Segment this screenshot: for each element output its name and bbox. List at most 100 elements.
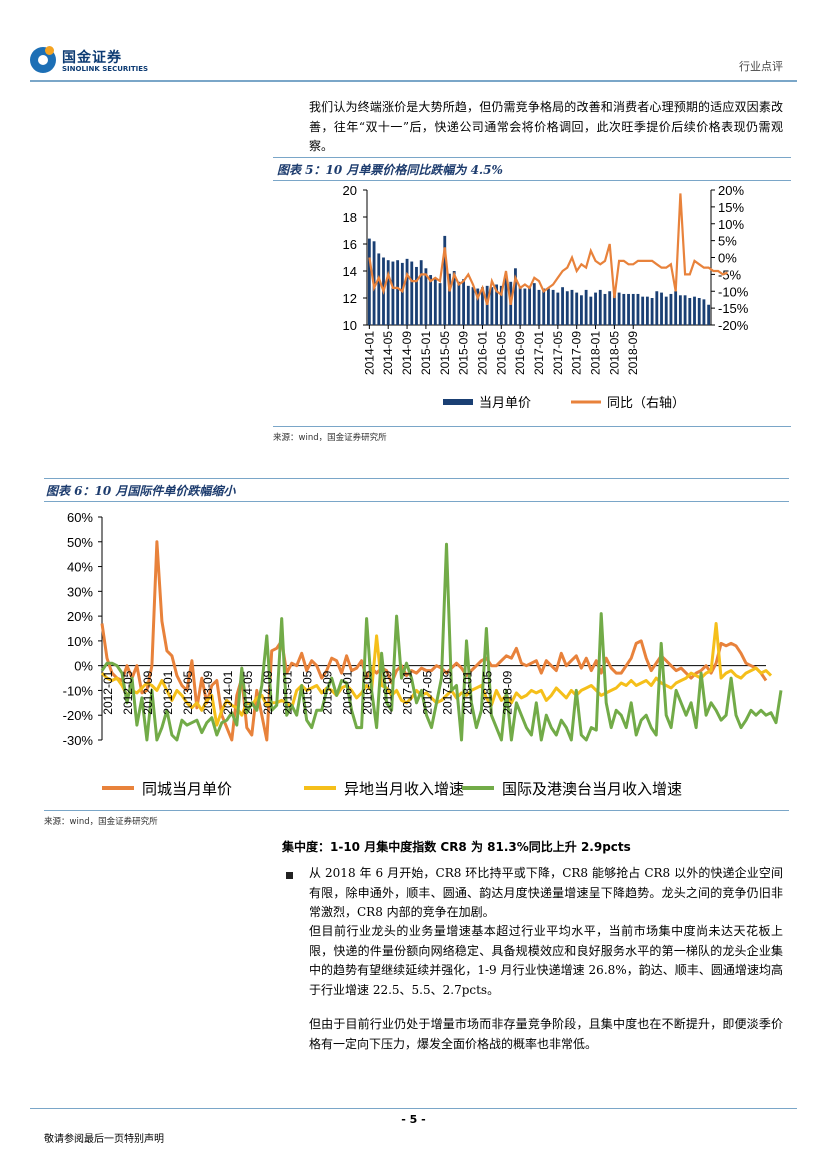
price-bar [627, 293, 630, 325]
x-tick-label: 2018-01 [589, 331, 603, 375]
x-tick-label: 2017-09 [570, 331, 584, 375]
price-bar [565, 291, 569, 325]
price-bar [584, 289, 588, 325]
price-bar [448, 273, 451, 325]
price-bar [664, 296, 668, 325]
price-bar [660, 292, 663, 325]
price-bar [424, 268, 428, 325]
international-line [100, 542, 783, 742]
price-bar [537, 289, 541, 325]
price-bar [481, 287, 484, 325]
x-tick-label: 2013-09 [201, 670, 215, 714]
legend-label: 异地当月收入增速 [344, 781, 464, 798]
bullet-paragraph: 从 2018 年 6 月开始，CR8 环比持平或下降，CR8 能够抢占 CR8 … [309, 866, 783, 919]
section-title: 集中度：1-10 月集中度指数 CR8 为 81.3%同比上升 2.9pcts [282, 840, 631, 854]
price-bar [495, 284, 499, 325]
price-bar [542, 288, 546, 325]
paragraph-2: 但目前行业龙头的业务量增速基本超过行业平均水平，当前市场集中度尚未达天花板上限，… [309, 924, 783, 997]
price-bar [693, 296, 696, 325]
x-tick-label: 2017-05 [421, 670, 435, 714]
fig6-top-rule [44, 478, 789, 479]
x-tick-label: 2018-09 [500, 670, 514, 714]
price-bar [631, 293, 635, 325]
page-number: - 5 - [401, 1113, 426, 1126]
price-bar [702, 299, 706, 325]
same-city-line [100, 540, 768, 742]
price-bar [589, 296, 593, 325]
x-tick-label: 2016-01 [475, 331, 489, 375]
price-bar [400, 262, 404, 325]
legend-line-label: 同比（右轴） [607, 395, 685, 410]
x-tick-label: 2015-09 [457, 331, 471, 375]
price-bar [415, 266, 418, 325]
price-bar [617, 292, 621, 325]
price-bar [443, 235, 447, 325]
right-tick-label: -10% [718, 284, 749, 299]
price-bar [570, 289, 574, 325]
y-tick-label: 40% [67, 560, 93, 575]
right-tick-label: -15% [718, 301, 749, 316]
x-tick-label: 2015-05 [301, 670, 315, 714]
left-tick-label: 18 [343, 210, 357, 225]
price-bar [518, 287, 522, 325]
y-tick-label: 60% [67, 510, 93, 525]
price-bar [433, 279, 437, 325]
left-tick-label: 16 [343, 237, 357, 252]
x-tick-label: 2014-05 [381, 331, 395, 375]
left-tick-label: 12 [343, 291, 357, 306]
left-tick-label: 14 [343, 264, 357, 279]
y-tick-label: -10% [63, 683, 94, 698]
x-tick-label: 2016-05 [494, 331, 508, 375]
price-bar [377, 253, 381, 325]
price-bar [612, 295, 616, 325]
price-bar [669, 293, 673, 325]
price-bar [391, 261, 395, 325]
x-tick-label: 2015-01 [419, 331, 433, 375]
price-bar [504, 275, 508, 325]
logo-en-text: SINOLINK SECURITIES [62, 65, 149, 73]
logo-mark-icon [30, 46, 56, 73]
price-bar [457, 281, 461, 325]
fig5-bottom-rule [273, 426, 791, 427]
price-bar [476, 288, 480, 325]
y-tick-label: -20% [63, 708, 94, 723]
price-bar [523, 288, 527, 325]
bullet-icon [286, 872, 293, 879]
left-tick-label: 10 [343, 318, 357, 333]
price-bar [396, 260, 400, 325]
x-tick-label: 2016-09 [381, 670, 395, 714]
price-bar [598, 289, 602, 325]
header-rule [30, 80, 797, 82]
x-tick-label: 2018-09 [626, 331, 640, 375]
price-bar [514, 268, 517, 325]
company-logo: 国金证券 SINOLINK SECURITIES [30, 45, 155, 77]
intro-paragraph: 我们认为终端涨价是大势所趋，但仍需竞争格局的改善和消费者心理预期的适应双因素改善… [309, 100, 783, 153]
x-tick-label: 2014-09 [400, 331, 414, 375]
y-tick-label: 0% [74, 659, 93, 674]
price-bar [462, 279, 466, 325]
legend-label: 同城当月单价 [142, 781, 232, 798]
fig5-top-rule [273, 157, 791, 158]
price-bar [683, 295, 687, 325]
price-bar [645, 296, 649, 325]
x-tick-label: 2012-05 [121, 670, 135, 714]
x-tick-label: 2016-09 [513, 331, 527, 375]
fig6-source: 来源：wind，国金证券研究所 [44, 817, 158, 827]
y-tick-label: 30% [67, 584, 93, 599]
right-tick-label: 20% [718, 183, 744, 198]
price-bar [655, 291, 659, 325]
x-tick-label: 2012-09 [141, 670, 155, 714]
legend-bar-swatch [443, 399, 473, 405]
x-tick-label: 2013-05 [181, 670, 195, 714]
x-tick-label: 2014-01 [221, 670, 235, 714]
right-tick-label: 15% [718, 200, 744, 215]
price-bar [367, 238, 371, 325]
price-bar [575, 292, 579, 325]
logo-cn-text: 国金证券 [62, 50, 122, 66]
price-bar [636, 293, 640, 325]
price-bar [650, 298, 654, 325]
left-tick-label: 20 [343, 183, 357, 198]
fig6-bottom-rule [44, 810, 789, 811]
price-bar [707, 304, 711, 325]
x-tick-label: 2018-01 [460, 670, 474, 714]
